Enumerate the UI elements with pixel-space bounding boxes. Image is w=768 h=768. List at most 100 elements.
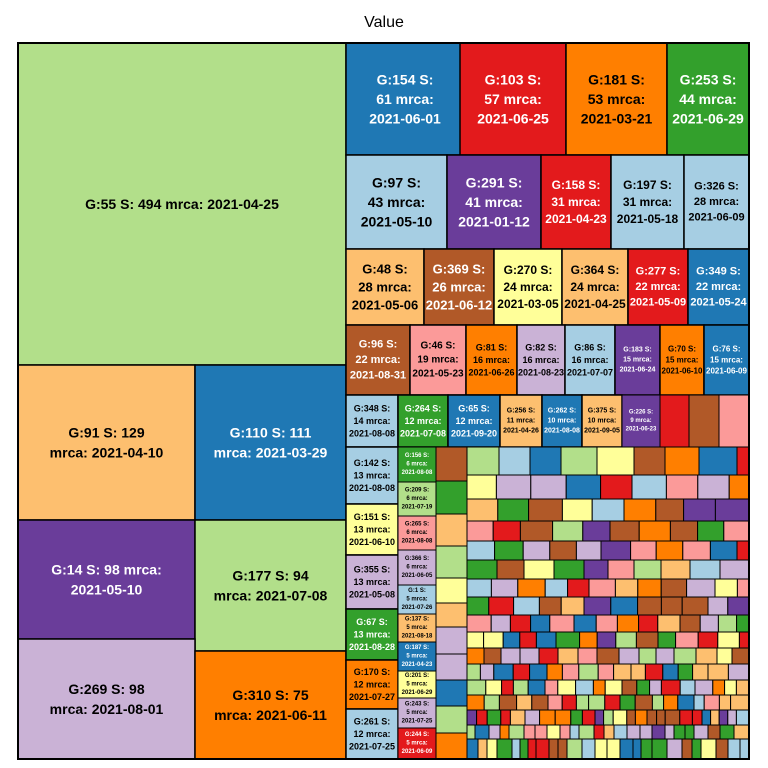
treemap-tile <box>660 559 691 580</box>
tile-label: G:96 S: <box>359 339 398 351</box>
treemap-tile <box>17 638 196 760</box>
tile-label: 12 mrca: <box>353 680 390 690</box>
tile-label: G:187 S: <box>405 645 429 651</box>
treemap-tile <box>483 694 500 711</box>
treemap-tile <box>466 559 498 580</box>
treemap-tile <box>502 631 521 649</box>
tile-label: 2021-05-08 <box>349 590 395 600</box>
treemap-tile <box>570 709 583 726</box>
treemap-tile <box>561 694 577 711</box>
treemap-tile <box>488 596 515 616</box>
treemap-tile <box>593 724 605 740</box>
treemap-tile <box>596 647 620 665</box>
treemap-tile <box>638 614 659 633</box>
treemap-tile <box>695 647 718 665</box>
treemap-tile <box>603 709 614 726</box>
treemap-tile <box>345 394 399 448</box>
tile-label: 2021-08-18 <box>402 633 433 639</box>
treemap-tile <box>583 596 612 616</box>
tile-label: 2021-01-12 <box>458 214 530 230</box>
treemap-tile <box>621 679 638 696</box>
treemap-tile <box>679 679 696 696</box>
tile-label: 31 mrca: <box>623 195 672 209</box>
tile-label: 19 mrca: <box>417 355 458 366</box>
tile-label: G:262 S: <box>548 408 576 415</box>
treemap-tile <box>466 709 478 726</box>
tile-label: 2021-06-09 <box>706 367 747 376</box>
treemap-tile <box>655 540 684 561</box>
treemap-tile <box>619 694 636 711</box>
tile-label: G:253 S: <box>680 71 737 87</box>
treemap-tile <box>519 520 554 542</box>
tile-label: 2021-05-10 <box>361 214 433 230</box>
treemap-tile <box>544 578 569 598</box>
tile-label: mrca: 2021-08-01 <box>50 701 164 717</box>
treemap-tile <box>494 540 524 561</box>
treemap-tile <box>517 578 546 598</box>
treemap-tile <box>665 474 699 500</box>
treemap-tile <box>485 679 503 696</box>
treemap-tile <box>573 614 597 633</box>
treemap-tile <box>736 446 750 476</box>
treemap-tile <box>662 663 679 681</box>
treemap-tile <box>534 724 548 740</box>
tile-label: G:244 S: <box>405 732 429 738</box>
treemap-tile <box>560 446 598 476</box>
tile-label: 12 mrca: <box>404 416 441 426</box>
treemap-tile <box>397 549 437 586</box>
tile-label: 5 mrca: <box>406 654 427 660</box>
tile-label: 26 mrca: <box>432 280 485 295</box>
treemap-tile <box>435 653 468 681</box>
tile-label: 2021-07-25 <box>402 718 433 724</box>
treemap-tile <box>707 724 721 740</box>
treemap-tile <box>718 694 732 711</box>
tile-label: G:156 S: <box>405 453 429 459</box>
treemap-tile <box>499 724 510 740</box>
tile-label: G:369 S: <box>433 261 486 276</box>
treemap-tile <box>693 694 705 711</box>
tile-label: 57 mrca: <box>484 91 542 107</box>
treemap-tile <box>664 446 700 476</box>
treemap-tile <box>530 474 567 500</box>
treemap-tile <box>633 446 666 476</box>
treemap-tile <box>557 679 577 696</box>
treemap-tile <box>559 724 571 740</box>
tile-label: 5 mrca: <box>406 741 427 747</box>
treemap-tile <box>660 596 683 616</box>
treemap-tile <box>512 679 529 696</box>
treemap-tile <box>435 626 468 655</box>
tile-label: G:183 S: <box>623 347 651 354</box>
treemap-tile <box>435 732 468 760</box>
tile-label: G:197 S: <box>623 178 672 192</box>
tile-label: G:70 S: <box>668 344 696 353</box>
treemap-tile <box>497 498 530 522</box>
treemap-tile <box>466 679 487 696</box>
treemap-tile <box>701 709 712 726</box>
treemap-tile <box>561 663 580 681</box>
treemap-tile <box>731 647 750 665</box>
tile-label: 13 mrca: <box>353 471 390 481</box>
tile-label: 53 mrca: <box>588 91 646 107</box>
tile-label: 2021-07-19 <box>402 504 433 510</box>
tile-label: G:270 S: <box>504 263 553 277</box>
treemap-tile <box>575 694 590 711</box>
treemap-tile <box>603 724 615 740</box>
treemap-tile <box>735 709 750 726</box>
treemap-tile <box>435 446 468 482</box>
tile-label: 28 mrca: <box>694 196 739 208</box>
treemap-tile <box>709 540 738 561</box>
treemap-tile <box>528 498 563 522</box>
treemap-tile <box>465 324 518 396</box>
tile-label: 10 mrca: <box>588 418 617 425</box>
treemap-tile <box>466 578 492 598</box>
tile-label: G:158 S: <box>552 178 601 192</box>
treemap-tile <box>627 248 689 326</box>
treemap-tile <box>500 647 521 665</box>
treemap-tile <box>659 394 690 448</box>
treemap-tile <box>530 614 551 633</box>
treemap-tile <box>610 596 639 616</box>
treemap-tile <box>529 446 562 476</box>
treemap-tile <box>541 394 583 448</box>
treemap-tile <box>466 647 485 665</box>
treemap-tile <box>466 474 497 500</box>
